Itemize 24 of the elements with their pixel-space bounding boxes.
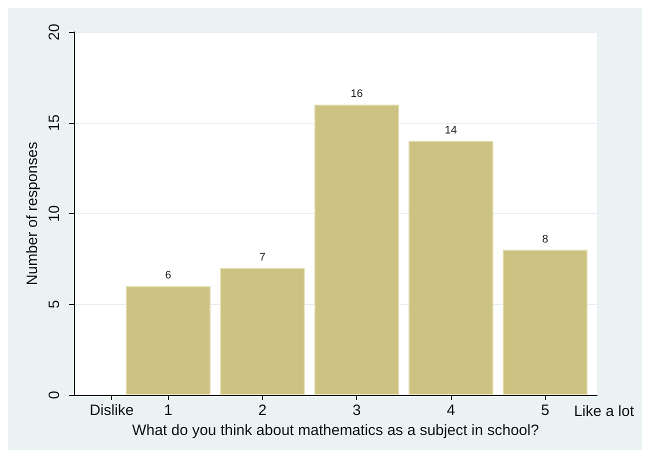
x-tick-label: 1 [164, 402, 172, 419]
x-tick-label: 3 [352, 402, 361, 419]
bar [126, 286, 211, 395]
bar [408, 140, 494, 395]
data-label: 16 [350, 88, 363, 100]
y-tick-label: 0 [46, 390, 63, 400]
y-tick-label: 10 [46, 205, 63, 222]
x-tick-label: Dislike [90, 402, 134, 419]
data-label: 7 [259, 251, 266, 264]
y-tick-label: 15 [46, 114, 63, 132]
x-axis-title: What do you think about mathematics as a subject in school? [132, 422, 539, 439]
x-tick-label: 4 [446, 402, 456, 419]
data-label: 14 [444, 124, 458, 136]
bar [220, 268, 305, 395]
bar [314, 104, 400, 395]
y-tick-label: 5 [46, 300, 63, 308]
text: Like a lot [574, 403, 635, 420]
y-axis-title: Number of responses [24, 142, 41, 286]
x-tick-label: 5 [541, 402, 550, 419]
x-tick-label: 2 [258, 402, 267, 419]
y-tick-label: 20 [46, 24, 63, 40]
data-label: 8 [542, 233, 548, 246]
data-label: 6 [165, 270, 172, 282]
bar [502, 250, 588, 395]
